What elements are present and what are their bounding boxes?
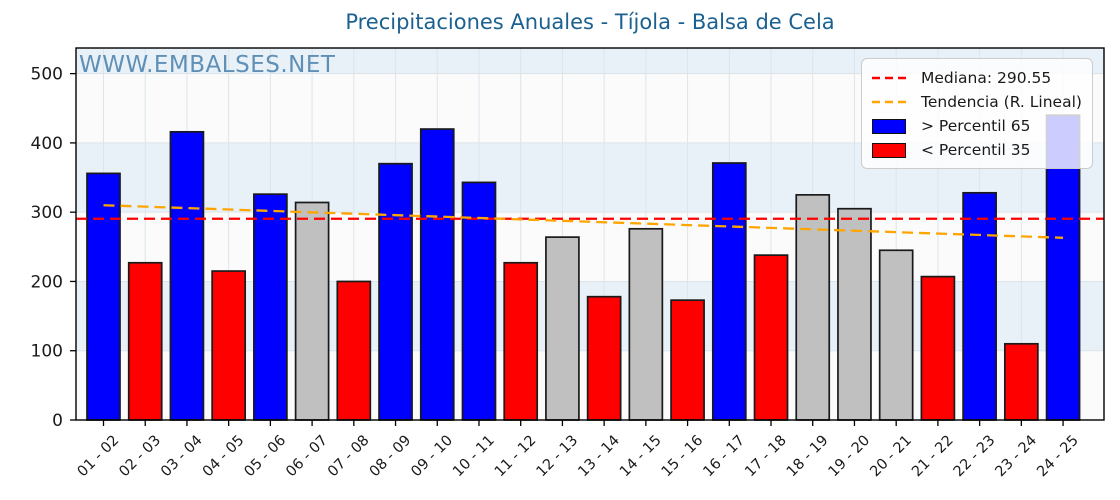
bar-06-07	[294, 201, 330, 421]
x-tick-label: 16 - 17	[700, 433, 748, 481]
bar-15-16	[670, 299, 705, 421]
bar-16-17	[711, 162, 747, 421]
x-tick-label: 08 - 09	[367, 433, 415, 481]
x-tick-label: 24 - 25	[1034, 433, 1082, 481]
x-tick-label: 20 - 21	[867, 433, 915, 481]
bar-05-06	[253, 193, 288, 421]
y-tick-label: 0	[52, 411, 63, 431]
x-tick-label: 11 - 12	[492, 433, 540, 481]
bar-04-05	[211, 270, 247, 421]
legend-box: Mediana: 290.55 Tendencia (R. Lineal) > …	[861, 58, 1093, 169]
bar-22-23	[962, 191, 997, 421]
blue-bar-swatch-icon	[872, 118, 909, 134]
x-tick-label: 02 - 03	[116, 433, 164, 481]
legend-label-percentil-35: < Percentil 35	[921, 141, 1031, 159]
watermark-text: WWW.EMBALSES.NET	[79, 52, 336, 78]
x-tick-label: 03 - 04	[158, 433, 206, 481]
x-tick-label: 04 - 05	[200, 433, 248, 481]
bar-17-18	[753, 254, 789, 421]
legend-label-tendencia: Tendencia (R. Lineal)	[921, 93, 1082, 111]
x-tick-label: 01 - 02	[75, 433, 123, 481]
bar-18-19	[795, 194, 831, 421]
y-tick-label: 300	[31, 203, 63, 223]
bar-21-22	[920, 275, 956, 421]
y-tick-label: 400	[31, 134, 63, 154]
bar-07-08	[336, 280, 372, 421]
bar-23-24	[1003, 342, 1039, 421]
bar-12-13	[545, 236, 580, 421]
bar-11-12	[503, 261, 539, 421]
x-tick-label: 18 - 19	[784, 433, 832, 481]
x-tick-label: 19 - 20	[826, 433, 874, 481]
x-tick-label: 17 - 18	[742, 433, 790, 481]
legend-label-mediana: Mediana: 290.55	[921, 69, 1052, 87]
chart-title: Precipitaciones Anuales - Tíjola - Balsa…	[345, 10, 835, 34]
mediana-dashed-line-icon	[872, 71, 909, 85]
y-tick-label: 500	[31, 65, 63, 85]
x-tick-label: 21 - 22	[909, 433, 957, 481]
x-tick-label: 12 - 13	[534, 433, 582, 481]
bar-10-11	[461, 181, 497, 421]
x-tick-label: 13 - 14	[575, 433, 623, 481]
x-tick-label: 23 - 24	[993, 433, 1041, 481]
bar-03-04	[169, 130, 205, 421]
bar-02-03	[127, 261, 163, 421]
bar-08-09	[378, 162, 413, 421]
y-tick-label: 200	[31, 272, 63, 292]
legend-item-tendencia: Tendencia (R. Lineal)	[872, 90, 1082, 114]
bar-19-20	[837, 207, 872, 421]
x-tick-label: 10 - 11	[450, 433, 498, 481]
x-tick-label: 06 - 07	[283, 433, 331, 481]
bar-01-02	[86, 172, 121, 421]
x-tick-label: 15 - 16	[659, 433, 707, 481]
tendencia-line	[103, 204, 1064, 239]
legend-item-mediana: Mediana: 290.55	[872, 66, 1082, 90]
tendencia-dashed-line-icon	[872, 95, 909, 109]
background-band	[76, 212, 1104, 282]
bar-20-21	[878, 249, 914, 421]
x-tick-label: 07 - 08	[325, 433, 373, 481]
x-tick-label: 14 - 15	[617, 433, 665, 481]
x-tick-label: 05 - 06	[242, 433, 290, 481]
bar-13-14	[586, 295, 622, 421]
legend-item-percentil-35: < Percentil 35	[872, 138, 1082, 162]
x-tick-label: 22 - 23	[951, 433, 999, 481]
y-tick-label: 100	[31, 342, 63, 362]
bar-14-15	[628, 227, 664, 421]
x-tick-label: 09 - 10	[408, 433, 456, 481]
bar-09-10	[419, 128, 455, 421]
legend-item-percentil-65: > Percentil 65	[872, 114, 1082, 138]
legend-label-percentil-65: > Percentil 65	[921, 117, 1031, 135]
axes-spine	[75, 47, 1105, 421]
red-bar-swatch-icon	[872, 142, 909, 158]
